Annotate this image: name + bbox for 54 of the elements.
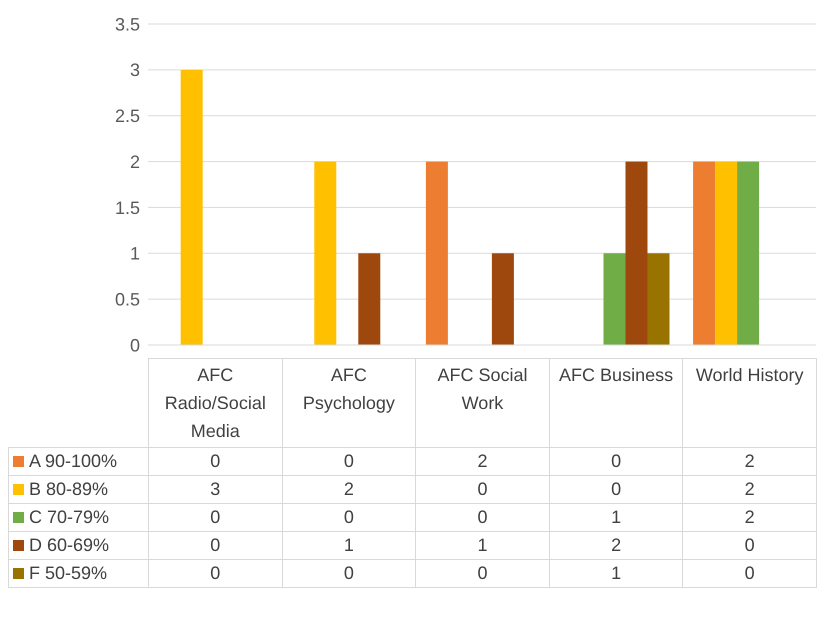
data-label: 3 — [148, 476, 282, 504]
x-tick-label: AFC Social Work — [416, 358, 550, 448]
data-label: 1 — [282, 532, 416, 560]
data-label: 0 — [282, 504, 416, 532]
data-label: 0 — [148, 532, 282, 560]
data-label: 0 — [549, 448, 683, 476]
bar — [625, 162, 648, 345]
bar — [492, 253, 514, 345]
data-label: 0 — [416, 560, 550, 588]
data-label: 0 — [148, 504, 282, 532]
x-tick-label: AFC Psychology — [282, 358, 416, 448]
legend-label: D 60-69% — [8, 532, 148, 560]
y-tick-label: 0.5 — [114, 290, 140, 310]
legend-label: B 80-89% — [8, 476, 148, 504]
y-tick-label: 2 — [130, 152, 140, 172]
x-tick-label: AFC Radio/Social Media — [148, 358, 282, 448]
data-label: 0 — [282, 560, 416, 588]
data-label: 1 — [549, 504, 683, 532]
data-label: 0 — [682, 532, 816, 560]
bar — [314, 162, 336, 345]
y-tick-label: 1 — [130, 244, 140, 264]
bar — [737, 162, 760, 345]
data-label: 2 — [282, 476, 416, 504]
bar — [426, 162, 448, 345]
y-tick-label: 3.5 — [114, 14, 140, 34]
bar — [358, 253, 380, 345]
data-label: 1 — [549, 560, 683, 588]
y-tick-label: 2.5 — [114, 106, 140, 126]
y-tick-label: 0 — [130, 335, 140, 356]
data-label: 0 — [148, 560, 282, 588]
data-label: 0 — [282, 448, 416, 476]
data-label: 1 — [416, 532, 550, 560]
legend-label: F 50-59% — [8, 560, 148, 588]
data-label: 2 — [549, 532, 683, 560]
data-label: 0 — [148, 448, 282, 476]
data-label: 0 — [682, 560, 816, 588]
y-tick-label: 3 — [130, 60, 140, 80]
data-label: 2 — [416, 448, 550, 476]
data-label: 0 — [416, 504, 550, 532]
bar — [603, 253, 626, 345]
data-label: 0 — [549, 476, 683, 504]
bar — [647, 253, 670, 345]
data-label: 2 — [682, 448, 816, 476]
x-tick-label: World History — [682, 358, 816, 448]
bar — [715, 162, 738, 345]
legend-label: A 90-100% — [8, 448, 148, 476]
bar — [180, 70, 203, 345]
data-label: 2 — [682, 504, 816, 532]
data-label: 2 — [682, 476, 816, 504]
bar — [693, 162, 716, 345]
data-label: 0 — [416, 476, 550, 504]
y-tick-label: 1.5 — [114, 198, 140, 218]
legend-label: C 70-79% — [8, 504, 148, 532]
x-tick-label: AFC Business — [549, 358, 683, 448]
